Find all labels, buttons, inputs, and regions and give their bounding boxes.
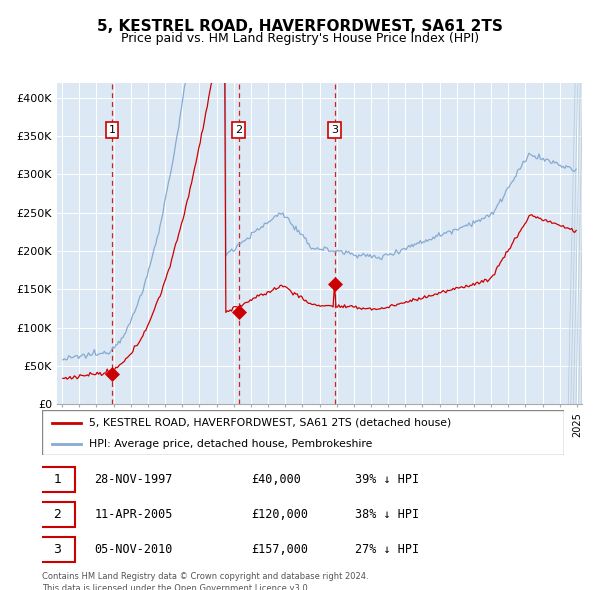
- Text: 39% ↓ HPI: 39% ↓ HPI: [355, 473, 419, 486]
- Text: 5, KESTREL ROAD, HAVERFORDWEST, SA61 2TS: 5, KESTREL ROAD, HAVERFORDWEST, SA61 2TS: [97, 19, 503, 34]
- Text: 5, KESTREL ROAD, HAVERFORDWEST, SA61 2TS (detached house): 5, KESTREL ROAD, HAVERFORDWEST, SA61 2TS…: [89, 418, 451, 428]
- Text: 2: 2: [235, 125, 242, 135]
- Text: 3: 3: [53, 543, 61, 556]
- Text: Contains HM Land Registry data © Crown copyright and database right 2024.
This d: Contains HM Land Registry data © Crown c…: [42, 572, 368, 590]
- Text: 27% ↓ HPI: 27% ↓ HPI: [355, 543, 419, 556]
- Text: Price paid vs. HM Land Registry's House Price Index (HPI): Price paid vs. HM Land Registry's House …: [121, 32, 479, 45]
- Text: 28-NOV-1997: 28-NOV-1997: [94, 473, 173, 486]
- Text: £157,000: £157,000: [251, 543, 308, 556]
- Text: HPI: Average price, detached house, Pembrokeshire: HPI: Average price, detached house, Pemb…: [89, 439, 373, 449]
- Text: 38% ↓ HPI: 38% ↓ HPI: [355, 508, 419, 522]
- Text: £40,000: £40,000: [251, 473, 301, 486]
- FancyBboxPatch shape: [40, 502, 75, 527]
- FancyBboxPatch shape: [40, 467, 75, 492]
- FancyBboxPatch shape: [40, 537, 75, 562]
- Text: 05-NOV-2010: 05-NOV-2010: [94, 543, 173, 556]
- Text: £120,000: £120,000: [251, 508, 308, 522]
- Text: 11-APR-2005: 11-APR-2005: [94, 508, 173, 522]
- Text: 2: 2: [53, 508, 61, 522]
- Text: 1: 1: [109, 125, 116, 135]
- Text: 1: 1: [53, 473, 61, 486]
- Text: 3: 3: [331, 125, 338, 135]
